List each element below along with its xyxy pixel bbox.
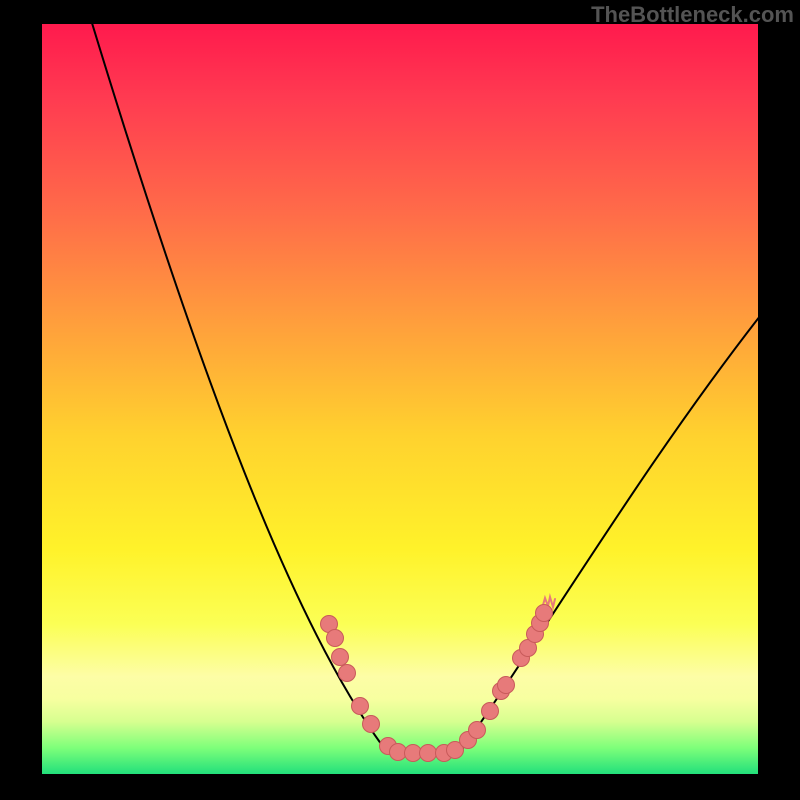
data-point-marker <box>351 697 369 715</box>
plot-area <box>42 24 758 774</box>
data-point-marker <box>481 702 499 720</box>
watermark-text: TheBottleneck.com <box>591 2 794 28</box>
data-point-marker <box>326 629 344 647</box>
chart-root: TheBottleneck.com <box>0 0 800 800</box>
data-point-marker <box>338 664 356 682</box>
curve-layer <box>42 24 758 774</box>
data-point-marker <box>535 604 553 622</box>
data-point-marker <box>362 715 380 733</box>
data-point-marker <box>468 721 486 739</box>
data-point-marker <box>497 676 515 694</box>
